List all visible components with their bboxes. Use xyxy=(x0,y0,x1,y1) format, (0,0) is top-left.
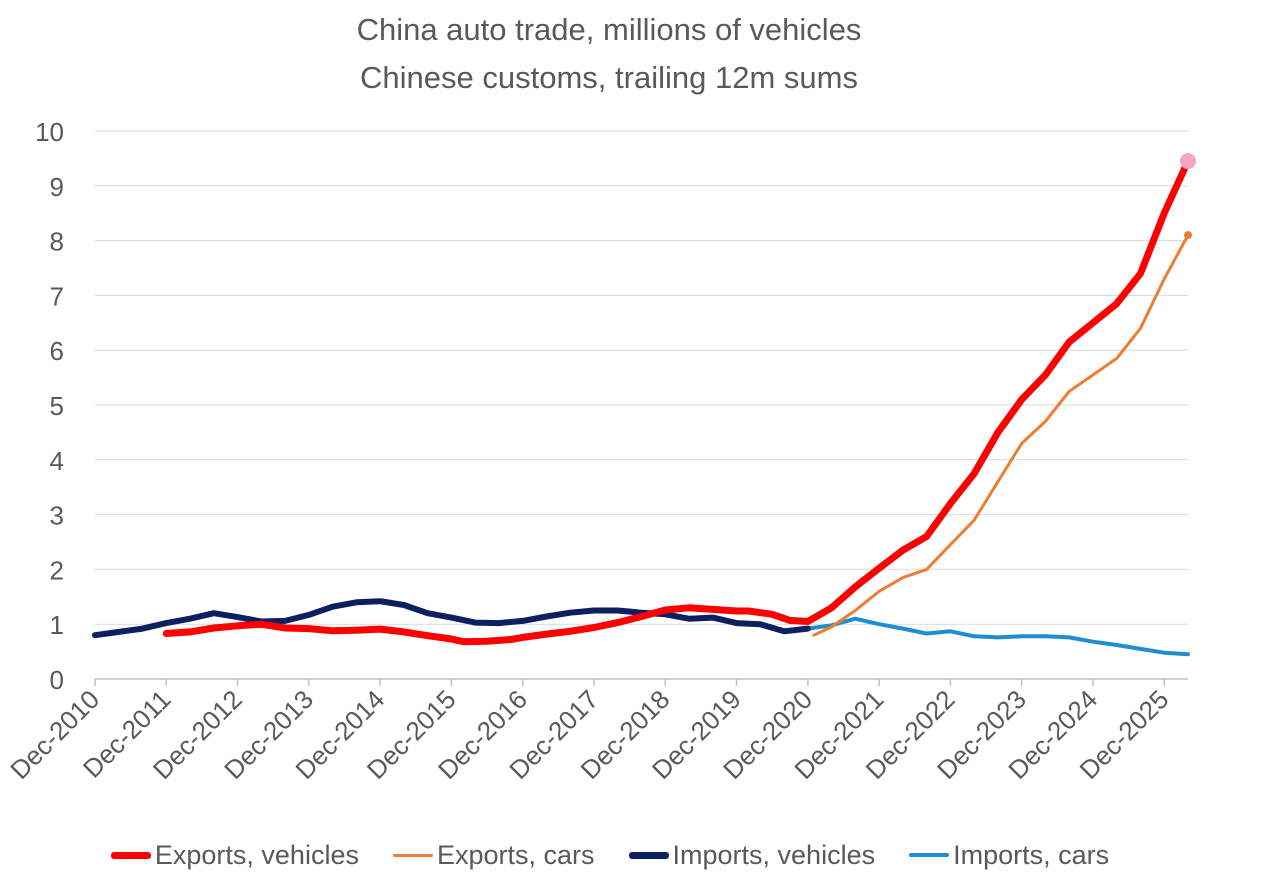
chart-subtitle: Chinese customs, trailing 12m sums xyxy=(360,60,858,95)
legend-item-imports-vehicles: Imports, vehicles xyxy=(628,839,876,871)
legend-swatch-exports-vehicles xyxy=(110,851,151,859)
y-tick-label: 5 xyxy=(50,391,64,421)
y-tick-label: 9 xyxy=(50,172,64,202)
end-marker-exports-cars xyxy=(1184,231,1192,240)
x-axis-tick-labels: Dec-2010Dec-2011Dec-2012Dec-2013Dec-2014… xyxy=(4,684,1174,785)
legend-swatch-imports-vehicles xyxy=(628,851,669,859)
legend-item-imports-cars: Imports, cars xyxy=(909,840,1109,871)
line-exports-cars xyxy=(812,233,1190,637)
y-tick-label: 3 xyxy=(50,501,64,531)
line-imports-vehicles xyxy=(92,598,811,639)
chart-title-block: China auto trade, millions of vehicles C… xyxy=(0,6,1218,102)
legend-swatch-exports-cars xyxy=(392,853,433,857)
legend-item-exports-vehicles: Exports, vehicles xyxy=(110,839,359,871)
y-tick-label: 10 xyxy=(35,117,64,147)
legend-swatch-imports-cars xyxy=(909,853,950,857)
line-exports-vehicles xyxy=(162,157,1192,646)
legend-label: Exports, cars xyxy=(436,839,595,870)
y-tick-label: 7 xyxy=(50,281,64,311)
legend-item-exports-cars: Exports, cars xyxy=(392,839,595,871)
y-tick-label: 1 xyxy=(50,610,64,640)
legend-label: Imports, cars xyxy=(953,839,1110,870)
y-axis-tick-labels: 0 1 2 3 4 5 6 7 8 9 10 xyxy=(35,117,64,695)
chart-legend: Exports, vehicles Exports, cars Imports,… xyxy=(0,835,1220,875)
series-lines xyxy=(92,157,1192,657)
y-tick-label: 8 xyxy=(50,227,64,257)
y-tick-label: 2 xyxy=(50,555,64,585)
gridlines xyxy=(94,130,1188,686)
series-end-markers xyxy=(1180,153,1196,240)
chart-title: China auto trade, millions of vehicles xyxy=(356,12,862,47)
y-tick-label: 0 xyxy=(50,665,64,695)
legend-label: Exports, vehicles xyxy=(154,839,359,870)
line-imports-cars xyxy=(805,616,1190,657)
y-tick-label: 4 xyxy=(50,446,64,476)
end-marker-exports-vehicles xyxy=(1180,153,1196,170)
legend-label: Imports, vehicles xyxy=(672,839,876,870)
y-tick-label: 6 xyxy=(50,336,64,366)
